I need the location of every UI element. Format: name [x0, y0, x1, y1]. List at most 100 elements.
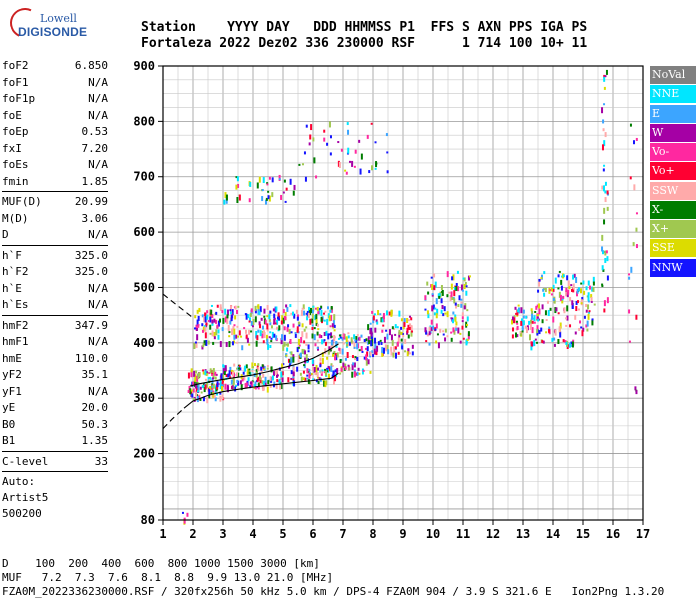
echo-point — [213, 318, 216, 323]
echo-point — [204, 312, 207, 318]
echo-point — [549, 289, 552, 292]
echo-point — [288, 329, 291, 335]
echo-point — [432, 287, 435, 290]
echo-point — [244, 329, 247, 334]
echo-point — [292, 376, 295, 379]
echo-point — [267, 343, 270, 350]
echo-point — [554, 277, 557, 284]
echo-point — [287, 365, 290, 369]
echo-point — [204, 378, 207, 381]
echo-point — [222, 364, 225, 368]
echo-point — [221, 394, 224, 400]
echo-point — [327, 365, 330, 369]
echo-point — [345, 336, 348, 343]
param-name: hmF1 — [2, 335, 29, 348]
legend-item-vo: Vo+ — [650, 162, 696, 181]
echo-point — [236, 310, 239, 315]
param-row: foF1p N/A — [2, 91, 108, 108]
echo-point — [377, 310, 380, 316]
echo-point — [521, 323, 524, 330]
echo-point — [308, 142, 311, 146]
y-tick-label: 600 — [133, 225, 155, 239]
echo-point — [217, 334, 220, 340]
echo-point — [236, 176, 239, 182]
echo-point — [628, 340, 631, 343]
echo-point — [369, 329, 372, 335]
echo-point — [442, 333, 445, 336]
echo-point — [237, 335, 240, 338]
echo-point — [566, 305, 569, 312]
echo-point — [379, 339, 382, 342]
echo-point — [566, 275, 569, 281]
echo-point — [567, 280, 570, 287]
param-name: M(D) — [2, 211, 29, 225]
echo-point — [314, 343, 317, 347]
echo-point — [281, 363, 284, 368]
echo-point — [634, 386, 637, 391]
echo-point — [254, 386, 257, 390]
echo-point — [247, 368, 250, 373]
echo-point — [201, 323, 204, 327]
echo-point — [202, 397, 205, 402]
echo-point — [385, 329, 388, 332]
echo-point — [559, 322, 562, 329]
echo-point — [450, 317, 453, 320]
echo-point — [537, 289, 540, 293]
echo-point — [570, 284, 573, 287]
echo-point — [565, 317, 568, 320]
echo-point — [516, 325, 519, 330]
echo-point — [235, 385, 238, 388]
echo-point — [282, 191, 285, 194]
echo-point — [463, 277, 466, 282]
echo-point — [391, 326, 394, 330]
legend-item-vo: Vo- — [650, 143, 696, 161]
echo-point — [579, 320, 582, 324]
echo-point — [210, 390, 213, 393]
echo-point — [303, 364, 306, 369]
echo-point — [307, 350, 310, 353]
echo-point — [235, 372, 238, 377]
echo-point — [324, 368, 327, 371]
echo-point — [232, 340, 235, 344]
echo-point — [248, 198, 251, 203]
echo-point — [533, 340, 536, 347]
echo-point — [308, 306, 311, 312]
echo-point — [393, 328, 396, 331]
echo-point — [214, 391, 217, 394]
echo-point — [319, 307, 322, 310]
echo-point — [258, 176, 261, 183]
echo-point — [225, 374, 228, 378]
echo-point — [275, 326, 278, 330]
echo-point — [366, 346, 369, 352]
header-label-yyyy: YYYY — [227, 20, 259, 35]
echo-point — [347, 332, 350, 335]
echo-point — [635, 137, 638, 141]
echo-point — [410, 325, 413, 332]
echo-point — [433, 312, 436, 316]
x-tick-label: 4 — [249, 527, 256, 541]
param-row: B0 50.3 — [2, 417, 108, 434]
echo-point — [602, 128, 605, 132]
echo-point — [286, 326, 289, 332]
echo-point — [431, 283, 434, 290]
echo-point — [231, 309, 234, 316]
echo-point — [560, 285, 563, 291]
echo-point — [568, 286, 571, 290]
echo-point — [455, 285, 458, 291]
echo-point — [268, 195, 271, 202]
echo-point — [229, 366, 232, 372]
echo-point — [323, 371, 326, 374]
echo-point — [339, 336, 342, 339]
echo-point — [432, 304, 435, 310]
echo-point — [457, 327, 460, 334]
echo-point — [228, 341, 231, 348]
echo-point — [222, 317, 225, 324]
x-tick-label: 11 — [456, 527, 470, 541]
header-values-row: Fortaleza 2022 Dez02 336 230000 RSF 1 71… — [141, 36, 587, 52]
echo-point — [273, 313, 276, 319]
echo-point — [468, 275, 471, 278]
echo-point — [267, 190, 270, 193]
header-value-yyyy: 2022 — [219, 36, 251, 51]
echo-point — [196, 390, 199, 393]
echo-point — [290, 357, 293, 364]
